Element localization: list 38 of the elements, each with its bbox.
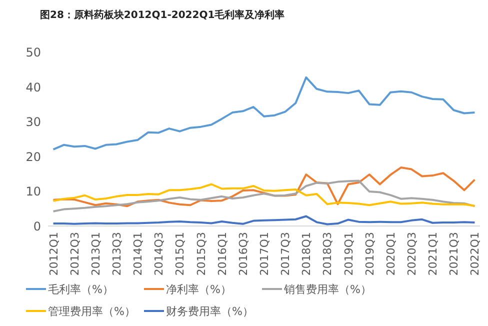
line-series [52,215,476,226]
legend-label: 财务费用率（%） [166,305,254,318]
x-tick-label: 2019Q1 [342,232,356,276]
x-tick-label: 2020Q1 [384,232,398,276]
y-tick-label: 10 [26,184,41,199]
x-tick-label: 2022Q1 [468,232,482,276]
x-tick-label: 2013Q1 [89,232,102,276]
y-tick-label: 30 [26,115,41,130]
x-tick-label: 2016Q1 [216,232,229,276]
chart-title: 图28：原料药板块2012Q1-2022Q1毛利率及净利率 [40,9,285,21]
legend-label: 净利率（%） [166,283,232,296]
y-tick-label: 0 [33,220,41,234]
line-series [52,76,476,150]
x-tick-label: 2018Q1 [300,232,314,276]
x-tick-label: 2017Q1 [258,232,271,276]
y-tick-label: 40 [26,80,41,94]
line-series [52,166,476,208]
x-tick-label: 2021Q1 [426,232,440,276]
x-tick-label: 2017Q3 [279,232,292,276]
legend-label: 销售费用率（%） [283,283,372,296]
x-tick-label: 2013Q3 [110,232,124,276]
x-tick-label: 2021Q3 [448,232,461,276]
x-tick-label: 2015Q1 [174,232,187,276]
x-tick-label: 2020Q3 [406,232,419,276]
x-tick-label: 2018Q3 [321,232,334,276]
legend-label: 毛利率（%） [48,283,114,296]
y-tick-label: 20 [26,150,41,164]
legend-label: 管理费用率（%） [48,305,136,318]
line-series [52,183,476,207]
x-tick-label: 2016Q3 [236,232,250,276]
x-tick-label: 2015Q3 [194,232,208,276]
x-tick-label: 2012Q1 [47,232,60,276]
x-tick-label: 2014Q3 [152,232,166,276]
x-tick-label: 2019Q3 [363,232,376,276]
x-tick-label: 2014Q1 [132,232,145,276]
line-series [52,180,476,212]
y-tick-label: 50 [26,46,41,60]
x-tick-label: 2012Q3 [68,232,82,276]
